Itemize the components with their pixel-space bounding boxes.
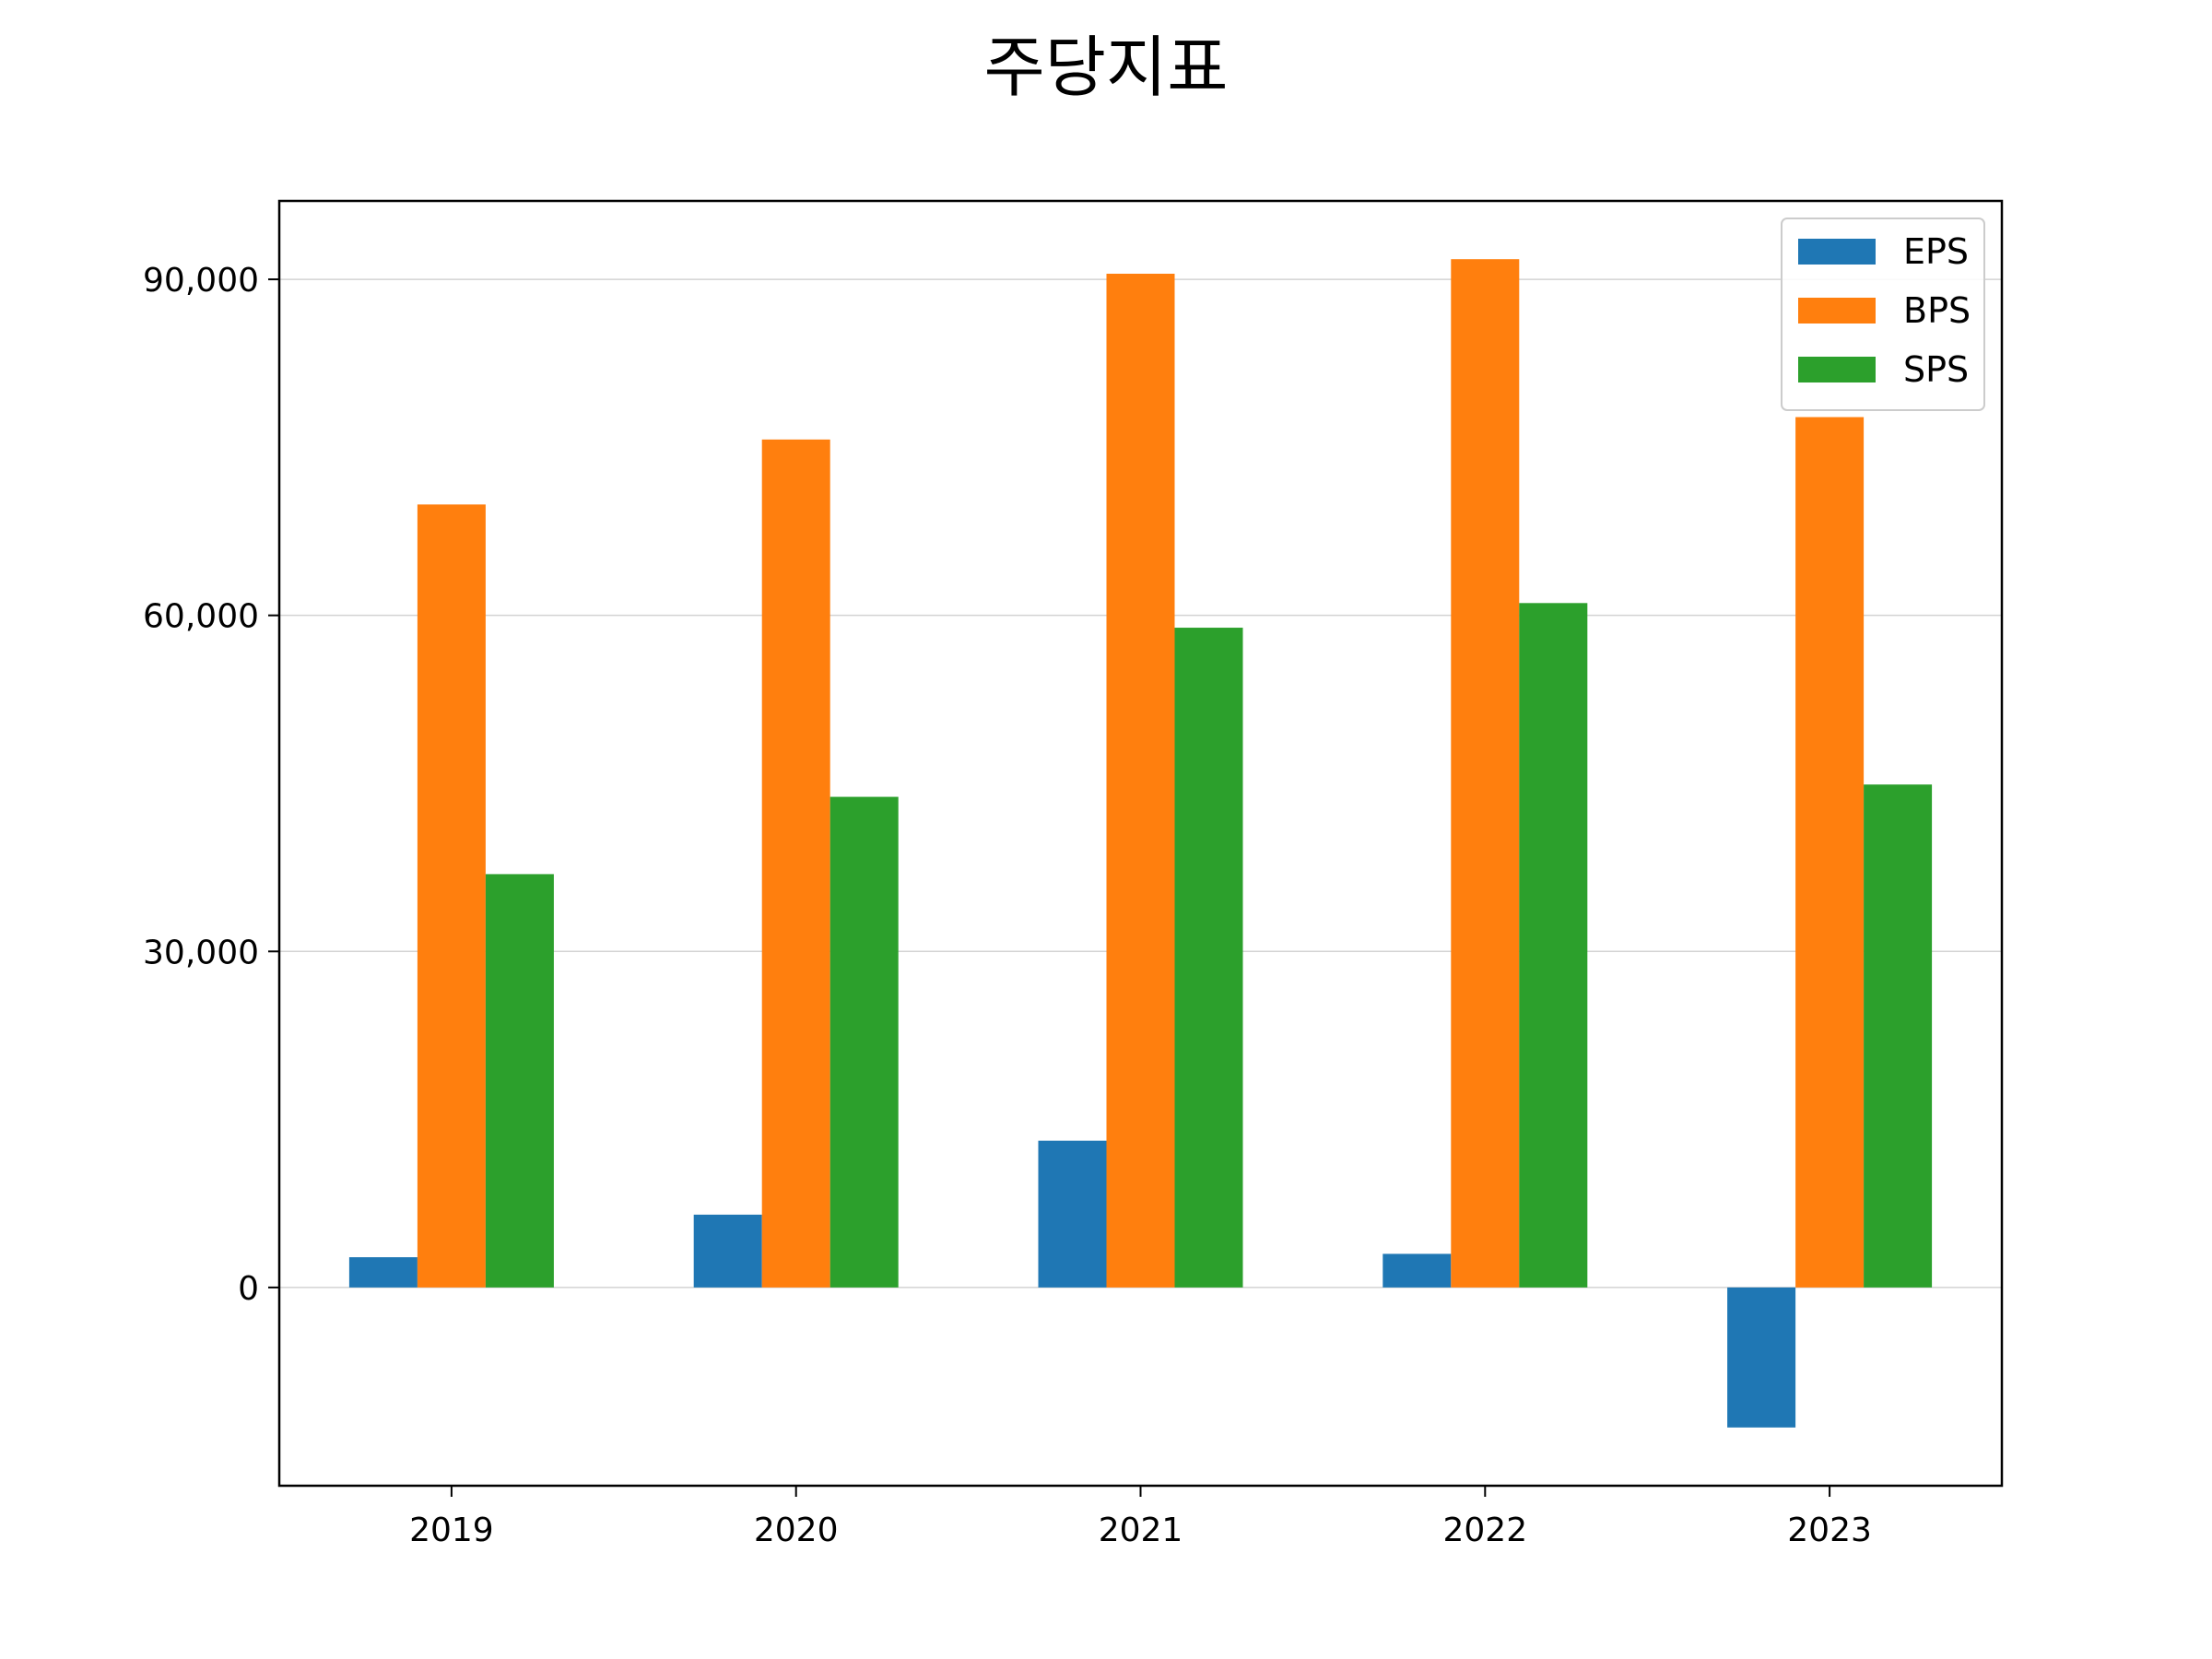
legend-swatch-eps bbox=[1798, 239, 1876, 265]
bar-eps-2021 bbox=[1038, 1140, 1107, 1288]
bar-eps-2022 bbox=[1382, 1253, 1452, 1288]
bars bbox=[348, 259, 1933, 1428]
x-tick-label: 2020 bbox=[754, 1512, 839, 1549]
x-tick-label: 2022 bbox=[1442, 1512, 1527, 1549]
bar-sps-2022 bbox=[1519, 603, 1588, 1288]
bar-sps-2019 bbox=[485, 874, 554, 1288]
bar-sps-2021 bbox=[1174, 628, 1243, 1288]
y-tick-label: 90,000 bbox=[143, 262, 259, 300]
y-axis: 0 30,000 60,000 90,000 bbox=[143, 262, 279, 1308]
chart-title: 주당지표 bbox=[983, 29, 1229, 106]
legend: EPS BPS SPS bbox=[1781, 218, 1985, 411]
bar-bps-2021 bbox=[1106, 273, 1175, 1288]
bar-bps-2022 bbox=[1451, 259, 1520, 1288]
legend-label-eps: EPS bbox=[1903, 231, 1969, 272]
bar-bps-2023 bbox=[1795, 417, 1865, 1288]
legend-label-bps: BPS bbox=[1903, 290, 1971, 331]
legend-label-sps: SPS bbox=[1903, 349, 1969, 390]
bar-eps-2023 bbox=[1727, 1287, 1796, 1428]
legend-swatch-bps bbox=[1798, 298, 1876, 324]
x-tick-label: 2023 bbox=[1787, 1512, 1872, 1549]
bar-bps-2020 bbox=[761, 439, 830, 1288]
y-tick-label: 60,000 bbox=[143, 598, 259, 636]
bar-eps-2019 bbox=[348, 1257, 418, 1288]
x-tick-label: 2019 bbox=[409, 1512, 494, 1549]
bar-bps-2019 bbox=[417, 504, 486, 1288]
legend-swatch-sps bbox=[1798, 357, 1876, 382]
bar-sps-2020 bbox=[830, 796, 899, 1288]
bar-sps-2023 bbox=[1864, 784, 1933, 1288]
x-axis: 2019 2020 2021 2022 2023 bbox=[409, 1486, 1872, 1549]
x-tick-label: 2021 bbox=[1099, 1512, 1183, 1549]
bar-eps-2020 bbox=[693, 1214, 762, 1288]
y-tick-label: 30,000 bbox=[143, 934, 259, 971]
y-tick-label: 0 bbox=[238, 1270, 259, 1308]
